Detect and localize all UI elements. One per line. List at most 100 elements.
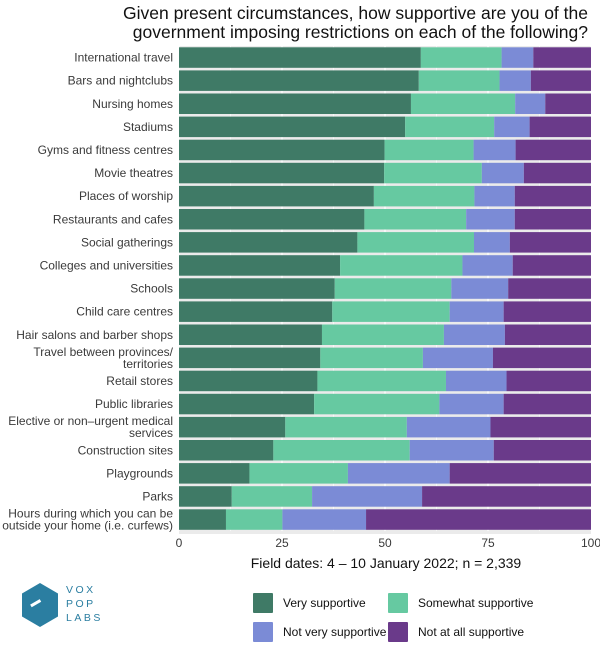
- bar-very-supportive-social-gatherings: [179, 232, 358, 253]
- legend-item-not-at-all-supportive: Not at all supportive: [388, 622, 524, 642]
- category-label-line: Hours during which you can be: [8, 507, 173, 521]
- bar-not-at-all-supportive-international-travel: [533, 47, 591, 68]
- bar-not-at-all-supportive-colleges-and-universities: [512, 255, 591, 276]
- bar-somewhat-supportive-hours-during-which-you-can-be-outside-your-home-i-e-curfews: [225, 509, 283, 530]
- category-label: Stadiums: [123, 120, 173, 134]
- bar-not-very-supportive-schools: [451, 278, 509, 299]
- bar-very-supportive-movie-theatres: [179, 162, 385, 184]
- category-label: International travel: [74, 51, 173, 65]
- category-label: Bars and nightclubs: [68, 74, 173, 88]
- x-tick-label: 50: [378, 536, 392, 550]
- legend-label-not-at-all-supportive: Not at all supportive: [418, 625, 525, 639]
- category-label: Public libraries: [95, 397, 173, 411]
- voxpop-labs-logo: VOX POP LABS: [20, 580, 150, 630]
- bar-not-very-supportive-public-libraries: [439, 393, 504, 415]
- bar-not-very-supportive-travel-between-provinces-territories: [422, 347, 493, 369]
- category-label-line: outside your home (i.e. curfews): [2, 519, 173, 533]
- bar-very-supportive-international-travel: [179, 47, 421, 68]
- bar-somewhat-supportive-nursing-homes: [410, 93, 516, 114]
- bar-not-very-supportive-social-gatherings: [473, 232, 510, 253]
- bar-very-supportive-nursing-homes: [179, 93, 411, 114]
- bar-very-supportive-public-libraries: [179, 393, 315, 415]
- bar-very-supportive-hair-salons-and-barber-shops: [179, 324, 322, 345]
- bar-very-supportive-hours-during-which-you-can-be-outside-your-home-i-e-curfews: [179, 509, 226, 530]
- stacked-bar-chart: International travel Bars and nightclubs N…: [2, 46, 600, 550]
- x-axis-ticks: 0 25 50 75 100: [176, 536, 600, 550]
- bar-not-very-supportive-international-travel: [501, 47, 534, 68]
- bar-somewhat-supportive-bars-and-nightclubs: [418, 70, 500, 91]
- category-label: Child care centres: [76, 305, 173, 319]
- bar-not-at-all-supportive-playgrounds: [449, 463, 591, 484]
- bar-not-at-all-supportive-places-of-worship: [514, 185, 591, 207]
- bar-very-supportive-colleges-and-universities: [179, 255, 341, 276]
- bar-somewhat-supportive-public-libraries: [314, 393, 440, 415]
- category-label: Movie theatres: [94, 166, 173, 180]
- bar-somewhat-supportive-schools: [334, 278, 452, 299]
- bars: [179, 47, 591, 530]
- bar-very-supportive-construction-sites: [179, 440, 274, 461]
- category-label-line: Elective or non–urgent medical: [8, 414, 173, 428]
- legend-swatch-not-at-all-supportive: [388, 622, 408, 642]
- field-dates-caption: Field dates: 4 – 10 January 2022; n = 2,…: [250, 555, 522, 571]
- bar-somewhat-supportive-international-travel: [420, 47, 502, 68]
- bar-not-at-all-supportive-public-libraries: [503, 393, 591, 415]
- category-label: Social gatherings: [81, 235, 173, 249]
- x-tick-label: 25: [275, 536, 289, 550]
- bar-not-very-supportive-colleges-and-universities: [462, 255, 513, 276]
- x-tick-label: 100: [581, 536, 600, 550]
- bar-somewhat-supportive-social-gatherings: [357, 232, 474, 253]
- bar-not-at-all-supportive-nursing-homes: [545, 93, 591, 114]
- legend-swatch-somewhat-supportive: [388, 593, 408, 613]
- bar-not-very-supportive-retail-stores: [445, 370, 507, 392]
- legend-item-somewhat-supportive: Somewhat supportive: [388, 593, 533, 613]
- category-label: Places of worship: [79, 189, 173, 203]
- category-label: Hours during which you can be outside you…: [2, 507, 173, 533]
- legend-item-not-very-supportive: Not very supportive: [253, 622, 386, 642]
- bar-not-at-all-supportive-movie-theatres: [523, 162, 591, 184]
- legend-item-very-supportive: Very supportive: [253, 593, 366, 613]
- bar-not-very-supportive-child-care-centres: [449, 301, 504, 322]
- category-labels: International travel Bars and nightclubs N…: [2, 51, 173, 533]
- category-label: Playgrounds: [106, 466, 173, 480]
- bar-not-very-supportive-construction-sites: [409, 440, 494, 461]
- category-label: Elective or non–urgent medical services: [8, 414, 173, 440]
- category-label: Nursing homes: [92, 97, 173, 111]
- bar-not-very-supportive-restaurants-and-cafes: [466, 209, 515, 230]
- bar-not-very-supportive-parks: [312, 486, 423, 507]
- bar-very-supportive-gyms-and-fitness-centres: [179, 139, 385, 161]
- bar-somewhat-supportive-places-of-worship: [373, 185, 475, 207]
- category-label-line: services: [129, 426, 173, 440]
- bar-somewhat-supportive-playgrounds: [249, 463, 348, 484]
- bar-not-at-all-supportive-retail-stores: [506, 370, 591, 392]
- bar-not-at-all-supportive-hair-salons-and-barber-shops: [504, 324, 591, 345]
- bar-not-at-all-supportive-construction-sites: [493, 440, 591, 461]
- title-line-1: Given present circumstances, how support…: [123, 3, 588, 23]
- bar-somewhat-supportive-parks: [231, 486, 313, 507]
- category-label: Hair salons and barber shops: [16, 328, 173, 342]
- bar-very-supportive-bars-and-nightclubs: [179, 70, 419, 91]
- bar-very-supportive-retail-stores: [179, 370, 318, 392]
- bar-somewhat-supportive-elective-or-non-urgent-medical-services: [285, 416, 407, 438]
- bar-not-very-supportive-gyms-and-fitness-centres: [473, 139, 516, 161]
- legend-label-somewhat-supportive: Somewhat supportive: [418, 596, 534, 610]
- bar-somewhat-supportive-movie-theatres: [384, 162, 482, 184]
- bar-very-supportive-child-care-centres: [179, 301, 333, 322]
- bar-not-at-all-supportive-bars-and-nightclubs: [530, 70, 591, 91]
- legend-label-very-supportive: Very supportive: [283, 596, 366, 610]
- bar-not-at-all-supportive-restaurants-and-cafes: [514, 209, 591, 230]
- chart-title: Given present circumstances, how support…: [8, 4, 588, 42]
- x-tick-label: 0: [176, 536, 183, 550]
- bar-very-supportive-places-of-worship: [179, 185, 374, 207]
- bar-very-supportive-elective-or-non-urgent-medical-services: [179, 416, 286, 438]
- bar-very-supportive-playgrounds: [179, 463, 250, 484]
- category-label: Travel between provinces/territories: [33, 345, 173, 371]
- bar-not-at-all-supportive-hours-during-which-you-can-be-outside-your-home-i-e-curfews: [366, 509, 591, 530]
- category-label: Colleges and universities: [40, 258, 173, 272]
- bar-not-very-supportive-hair-salons-and-barber-shops: [443, 324, 505, 345]
- bar-not-very-supportive-movie-theatres: [481, 162, 524, 184]
- category-label: Retail stores: [106, 374, 173, 388]
- bar-somewhat-supportive-stadiums: [405, 116, 495, 138]
- bar-not-very-supportive-nursing-homes: [515, 93, 546, 114]
- bar-very-supportive-travel-between-provinces-territories: [179, 347, 321, 369]
- bar-not-at-all-supportive-parks: [422, 486, 591, 507]
